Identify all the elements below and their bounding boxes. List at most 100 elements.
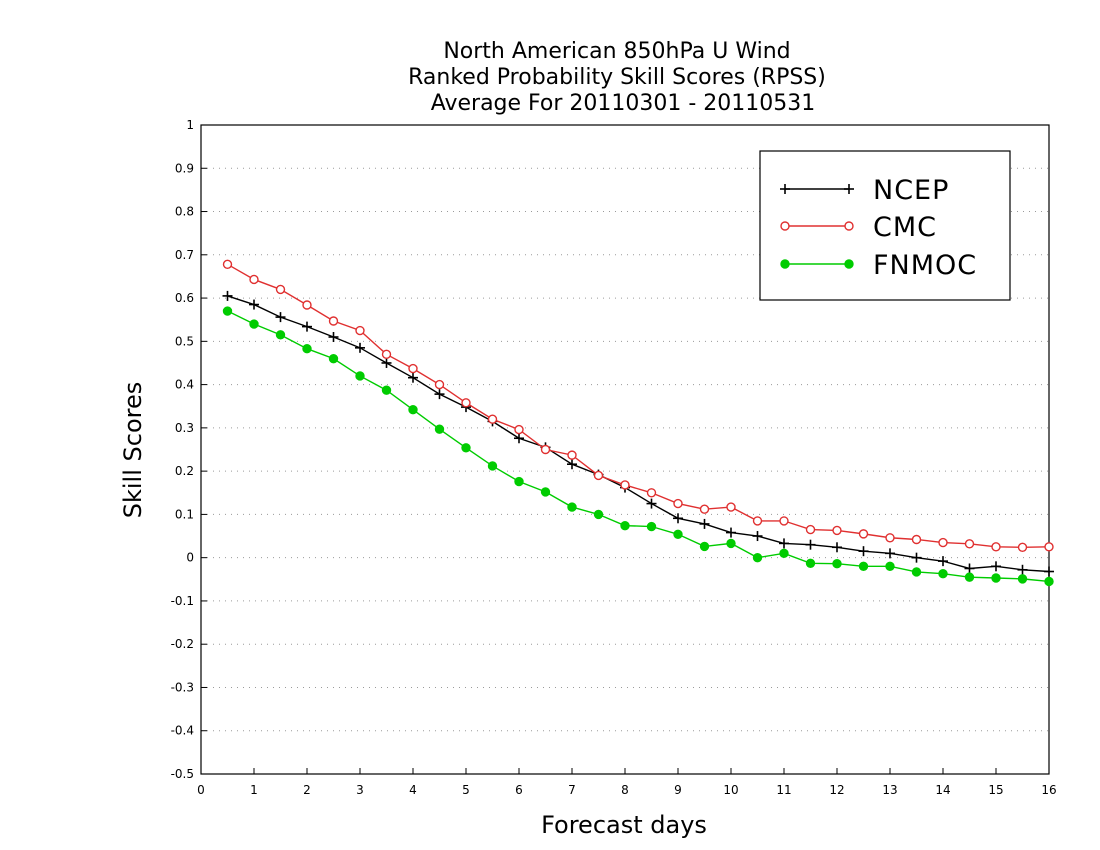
data-point-cmc (964, 539, 975, 549)
data-point-cmc (673, 498, 683, 509)
data-point-cmc (461, 398, 471, 408)
x-tick-label: 0 (197, 783, 205, 797)
x-tick-label: 5 (462, 783, 470, 797)
data-point-ncep (964, 563, 975, 574)
series-line-cmc (227, 263, 1050, 548)
data-point-cmc (328, 316, 339, 326)
data-point-cmc (779, 516, 789, 526)
data-point-cmc (1017, 542, 1028, 552)
y-tick-label: 0 (186, 551, 194, 565)
data-point-ncep (408, 372, 418, 383)
y-tick-label: -0.3 (171, 680, 194, 694)
data-point-cmc (408, 363, 418, 374)
data-point-cmc (620, 480, 630, 490)
data-point-cmc (381, 349, 392, 360)
legend: NCEP CMC FNMOC (759, 150, 1011, 301)
data-point-fnmoc (1017, 574, 1028, 584)
y-tick-label: -0.4 (171, 724, 194, 738)
y-tick-label: 0.4 (175, 378, 194, 392)
legend-marker-cmc (780, 221, 790, 231)
y-axis-ticks: -0.5 -0.4 -0.3 -0.2 -0.1 0 0.1 0.2 0.3 0.4 0.5 0.6 0… (171, 118, 207, 781)
x-tick-label: 13 (882, 783, 897, 797)
data-point-fnmoc (911, 567, 922, 577)
data-point-cmc (302, 300, 312, 310)
legend-marker-ncep (780, 184, 790, 194)
data-point-cmc (487, 414, 498, 424)
data-point-cmc (938, 537, 948, 548)
data-point-cmc (593, 470, 604, 481)
data-point-cmc (885, 533, 895, 543)
data-point-ncep (355, 342, 365, 353)
data-point-fnmoc (699, 541, 710, 552)
data-point-ncep (567, 459, 577, 470)
data-point-fnmoc (249, 319, 259, 329)
legend-entry-cmc: CMC (780, 212, 937, 243)
data-point-ncep (726, 527, 736, 538)
x-tick-label: 4 (409, 783, 417, 797)
data-point-ncep (434, 389, 445, 400)
x-tick-label: 15 (988, 783, 1003, 797)
data-point-fnmoc (646, 521, 657, 532)
data-point-ncep (328, 332, 339, 343)
data-point-cmc (858, 529, 869, 539)
series-ncep (222, 290, 1054, 577)
data-point-fnmoc (1044, 576, 1054, 587)
data-point-fnmoc (620, 520, 630, 531)
y-tick-label: 0.9 (175, 161, 194, 175)
data-point-fnmoc (381, 385, 392, 395)
data-point-fnmoc (593, 509, 604, 520)
data-point-cmc (355, 325, 365, 336)
x-tick-label: 14 (935, 783, 950, 797)
data-point-cmc (832, 525, 842, 536)
data-point-cmc (514, 424, 524, 435)
y-tick-label: 0.7 (175, 248, 194, 262)
data-point-cmc (275, 284, 286, 295)
y-tick-label: 0.6 (175, 291, 194, 305)
data-point-ncep (858, 546, 869, 557)
data-point-cmc (911, 534, 922, 545)
data-point-ncep (938, 556, 948, 567)
x-tick-label: 2 (303, 783, 311, 797)
data-point-ncep (646, 498, 657, 509)
data-point-ncep (699, 518, 710, 529)
x-tick-label: 16 (1041, 783, 1056, 797)
chart-title-line-3: Average For 20110301 - 20110531 (431, 91, 816, 116)
data-point-fnmoc (514, 476, 524, 487)
data-point-cmc (726, 502, 736, 512)
data-point-cmc (646, 488, 657, 498)
x-axis-ticks: 0 1 2 3 4 5 6 7 8 9 10 11 12 13 14 15 16 (197, 768, 1057, 797)
chart-title-line-1: North American 850hPa U Wind (443, 39, 790, 64)
data-point-ncep (911, 552, 922, 563)
data-point-fnmoc (328, 353, 339, 364)
data-point-fnmoc (355, 371, 365, 381)
y-axis-title: Skill Scores (119, 382, 147, 519)
data-point-cmc (249, 274, 259, 285)
data-point-ncep (514, 433, 524, 444)
data-point-fnmoc (487, 461, 498, 471)
x-axis-title: Forecast days (541, 811, 707, 839)
legend-marker-cmc (844, 221, 854, 231)
legend-label-cmc: CMC (873, 212, 937, 243)
data-point-fnmoc (752, 552, 763, 563)
data-point-ncep (779, 538, 789, 549)
data-point-ncep (275, 312, 286, 323)
data-point-ncep (1044, 566, 1054, 577)
data-point-ncep (673, 513, 683, 524)
data-point-ncep (752, 531, 763, 542)
data-point-cmc (434, 379, 445, 390)
data-point-fnmoc (567, 502, 577, 512)
data-point-ncep (381, 357, 392, 368)
data-point-fnmoc (858, 561, 869, 572)
legend-label-ncep: NCEP (873, 175, 949, 206)
y-tick-label: 0.2 (175, 464, 194, 478)
data-point-ncep (832, 542, 842, 553)
legend-entry-fnmoc: FNMOC (780, 250, 976, 281)
data-point-fnmoc (964, 572, 975, 582)
data-point-cmc (567, 450, 577, 460)
data-point-ncep (249, 299, 259, 310)
data-point-cmc (752, 516, 763, 526)
y-tick-label: 1 (186, 118, 194, 132)
data-series (222, 259, 1054, 587)
data-point-fnmoc (726, 538, 736, 549)
